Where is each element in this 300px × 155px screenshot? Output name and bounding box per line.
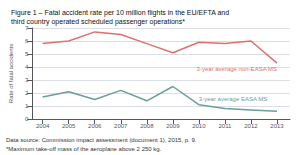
- svg-text:2005: 2005: [62, 123, 76, 129]
- svg-text:6: 6: [25, 38, 29, 44]
- svg-text:2009: 2009: [166, 123, 180, 129]
- svg-text:2008: 2008: [140, 123, 154, 129]
- svg-text:2006: 2006: [88, 123, 102, 129]
- svg-text:2004: 2004: [36, 123, 50, 129]
- svg-text:0: 0: [25, 116, 29, 122]
- svg-text:2012: 2012: [244, 123, 258, 129]
- svg-text:7: 7: [25, 25, 29, 31]
- svg-text:Data source: Commission impact: Data source: Commission impact assessmen…: [6, 137, 197, 143]
- svg-text:3: 3: [25, 77, 29, 83]
- svg-text:Figure 1 – Fatal accident rate: Figure 1 – Fatal accident rate per 10 mi…: [11, 9, 229, 17]
- svg-text:3-year average non-EASA MS: 3-year average non-EASA MS: [197, 66, 277, 72]
- svg-text:1: 1: [25, 103, 29, 109]
- svg-text:3-year average EASA MS: 3-year average EASA MS: [199, 96, 267, 102]
- svg-text:2013: 2013: [270, 123, 284, 129]
- svg-text:*Maximum take-off mass of the: *Maximum take-off mass of the aeroplane …: [6, 146, 162, 152]
- svg-text:5: 5: [25, 51, 29, 57]
- svg-text:2010: 2010: [192, 123, 206, 129]
- svg-text:2007: 2007: [114, 123, 128, 129]
- svg-text:2: 2: [25, 90, 29, 96]
- svg-text:Rate of fatal accidents: Rate of fatal accidents: [8, 44, 14, 103]
- svg-text:third country operated schedul: third country operated scheduled passeng…: [11, 18, 185, 26]
- svg-text:2011: 2011: [218, 123, 232, 129]
- svg-text:4: 4: [25, 64, 29, 70]
